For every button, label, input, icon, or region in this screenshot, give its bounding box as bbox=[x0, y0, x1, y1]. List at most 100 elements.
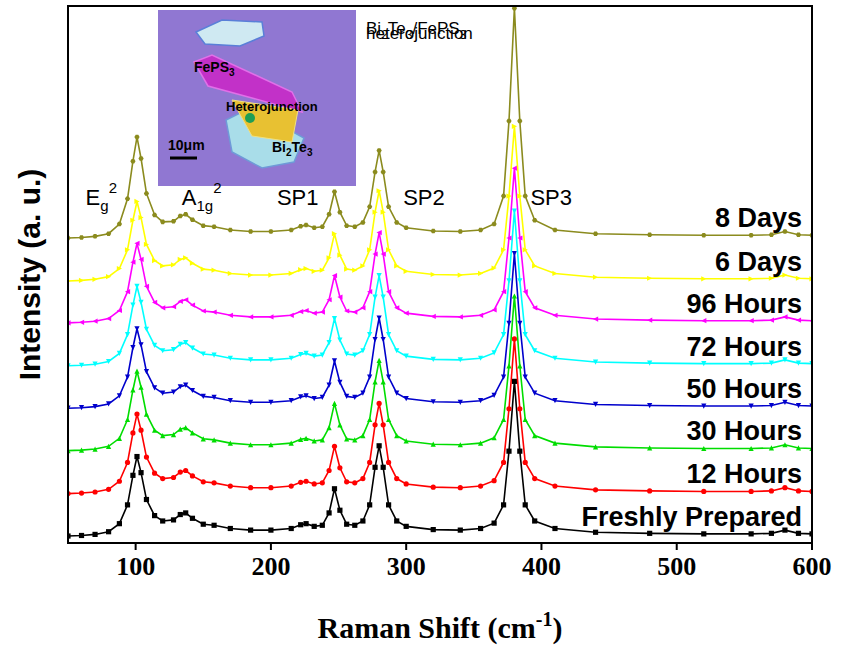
spectrum-point bbox=[190, 473, 195, 478]
spectrum-point bbox=[289, 356, 294, 361]
spectrum-point bbox=[478, 441, 483, 446]
spectrum-point bbox=[386, 247, 391, 252]
spectrum-point bbox=[106, 487, 111, 492]
spectrum-point bbox=[352, 224, 357, 229]
spectrum-point bbox=[344, 308, 349, 313]
spectrum-point bbox=[268, 314, 273, 319]
spectrum-point bbox=[178, 257, 183, 262]
spectrum-point bbox=[381, 379, 386, 384]
spectrum-point bbox=[404, 438, 409, 443]
spectrum-point bbox=[431, 314, 436, 319]
spectrum-point bbox=[134, 284, 139, 289]
spectrum-point bbox=[320, 224, 325, 229]
spectrum-point bbox=[458, 528, 463, 533]
spectrum-point bbox=[478, 271, 483, 276]
spectrum-point bbox=[190, 430, 195, 435]
spectrum-point bbox=[593, 359, 598, 364]
spectrum-point bbox=[134, 241, 139, 246]
spectrum-point bbox=[386, 205, 391, 210]
spectrum-point bbox=[130, 159, 135, 164]
spectrum-point bbox=[517, 235, 522, 240]
spectrum-point bbox=[106, 316, 111, 321]
peak-label: SP1 bbox=[277, 185, 319, 210]
spectrum-point bbox=[749, 233, 754, 238]
spectrum-point bbox=[647, 233, 652, 238]
spectrum-point bbox=[352, 309, 357, 314]
spectrum-point bbox=[312, 396, 317, 401]
spectrum-point bbox=[332, 316, 337, 321]
spectrum-point bbox=[134, 135, 139, 140]
spectrum-point bbox=[125, 502, 130, 507]
spectrum-point bbox=[394, 220, 399, 225]
inset-spot bbox=[245, 113, 255, 123]
spectrum-point bbox=[268, 357, 273, 362]
spectrum-point bbox=[144, 454, 149, 459]
spectrum-point bbox=[303, 308, 308, 313]
peak-label: A1g2 bbox=[182, 179, 222, 214]
spectrum-point bbox=[360, 433, 365, 438]
spectrum-point bbox=[512, 251, 517, 256]
spectrum-point bbox=[211, 395, 216, 400]
spectrum-point bbox=[372, 465, 377, 470]
spectrum-point bbox=[303, 393, 308, 398]
spectrum-point bbox=[320, 480, 325, 485]
spectrum-point bbox=[523, 289, 528, 294]
spectrum-point bbox=[512, 293, 517, 298]
spectrum-point bbox=[344, 436, 349, 441]
spectrum-point bbox=[552, 483, 557, 488]
spectrum-point bbox=[130, 303, 135, 308]
peak-label-sub: g bbox=[100, 197, 108, 214]
spectrum-point bbox=[138, 342, 143, 347]
spectrum-point bbox=[367, 417, 372, 422]
spectrum-point bbox=[190, 516, 195, 521]
spectrum-point bbox=[381, 210, 386, 215]
spectrum-point bbox=[523, 502, 528, 507]
spectrum-point bbox=[320, 352, 325, 357]
spectrum-point bbox=[312, 524, 317, 529]
spectrum-point bbox=[381, 294, 386, 299]
spectrum-point bbox=[647, 445, 652, 450]
peak-label-sup: 2 bbox=[213, 179, 221, 196]
spectrum-point bbox=[248, 357, 253, 362]
spectrum-point bbox=[386, 417, 391, 422]
spectrum-point bbox=[478, 398, 483, 403]
inset-label: FePS3 bbox=[194, 59, 235, 78]
spectrum-point bbox=[701, 446, 706, 451]
spectrum-point bbox=[211, 480, 216, 485]
spectrum-point bbox=[492, 265, 497, 270]
spectrum-point bbox=[492, 350, 497, 355]
spectrum-point bbox=[117, 521, 122, 526]
spectrum-point bbox=[749, 531, 754, 536]
spectrum-point bbox=[517, 119, 522, 124]
spectrum-point bbox=[367, 289, 372, 294]
spectrum-point bbox=[372, 379, 377, 384]
spectrum-point bbox=[298, 309, 303, 314]
spectrum-point bbox=[360, 476, 365, 481]
spectrum-point bbox=[344, 479, 349, 484]
spectrum-point bbox=[377, 401, 382, 406]
spectrum-point bbox=[228, 228, 233, 233]
spectrum-point bbox=[171, 219, 176, 224]
spectrum-point bbox=[248, 485, 253, 490]
spectrum-point bbox=[298, 480, 303, 485]
spectrum-point bbox=[517, 321, 522, 326]
spectrum-point bbox=[360, 263, 365, 268]
spectrum-point bbox=[377, 230, 382, 235]
spectrum-point bbox=[183, 425, 188, 430]
spectrum-point bbox=[125, 417, 130, 422]
spectrum-point bbox=[404, 311, 409, 316]
spectrum-point bbox=[289, 228, 294, 233]
spectrum-point bbox=[171, 304, 176, 309]
spectrum-point bbox=[381, 422, 386, 427]
spectrum-point bbox=[268, 528, 273, 533]
spectrum-point bbox=[248, 400, 253, 405]
spectrum-point bbox=[506, 193, 511, 198]
spectrum-point bbox=[117, 222, 122, 227]
spectrum-point bbox=[201, 223, 206, 228]
spectrum-point bbox=[125, 332, 130, 337]
spectrum-point bbox=[312, 269, 317, 274]
spectrum-point bbox=[492, 435, 497, 440]
spectrum-point bbox=[381, 170, 386, 175]
spectrum-point bbox=[458, 272, 463, 277]
spectrum-point bbox=[749, 489, 754, 494]
